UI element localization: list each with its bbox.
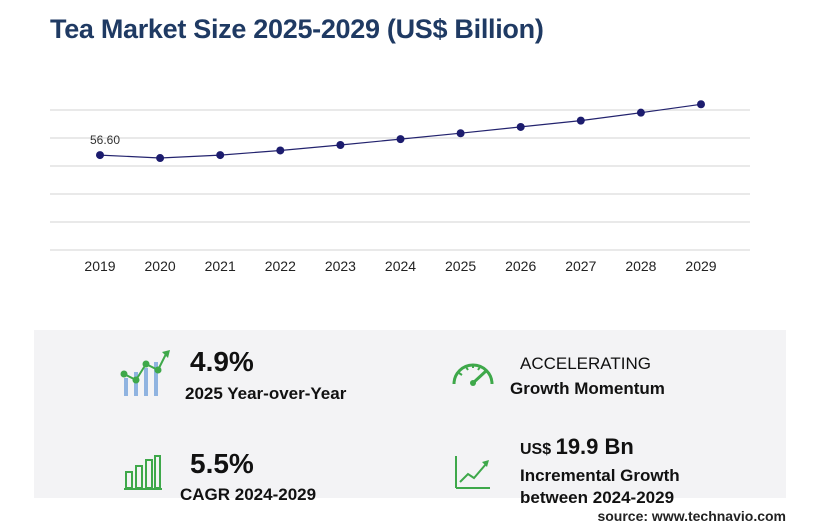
- x-tick-label: 2023: [325, 258, 356, 274]
- bar-line-chart-icon: [120, 350, 170, 396]
- data-point-2024: [396, 135, 405, 144]
- x-tick-label: 2021: [205, 258, 236, 274]
- yoy-label: 2025 Year-over-Year: [185, 384, 347, 403]
- incremental-value: US$ 19.9 Bn: [520, 434, 634, 459]
- data-point-2027: [576, 116, 585, 125]
- data-point-2019: [96, 151, 104, 160]
- incremental-label-line2: between 2024-2029: [520, 488, 675, 507]
- yoy-value: 4.9%: [190, 346, 254, 377]
- x-tick-label: 2027: [565, 258, 596, 274]
- data-point-2022: [276, 146, 285, 155]
- gridlines: [50, 109, 750, 251]
- series-markers: [96, 100, 705, 163]
- source-credit: source: www.technavio.com: [597, 508, 786, 524]
- trend-up-icon: [455, 456, 490, 489]
- incremental-label-line1: Incremental Growth: [520, 466, 680, 485]
- x-tick-label: 2025: [445, 258, 476, 274]
- series-line: [99, 103, 702, 159]
- x-tick-label: 2019: [84, 258, 115, 274]
- x-tick-label: 2029: [685, 258, 716, 274]
- data-point-2023: [336, 141, 345, 149]
- momentum-label: Growth Momentum: [510, 379, 665, 398]
- line-chart: 2019 2020 2021 2022 2023 2024 2025 2026 2027 2028…: [50, 100, 750, 274]
- x-tick-label: 2024: [385, 258, 416, 274]
- x-tick-label: 2022: [265, 258, 296, 274]
- momentum-value: ACCELERATING: [520, 354, 651, 373]
- data-label-2019: 56.60: [90, 133, 120, 147]
- x-tick-label: 2020: [145, 258, 176, 274]
- cagr-value: 5.5%: [190, 448, 254, 479]
- bar-chart-icon: [124, 455, 162, 490]
- data-labels: 56.60: [90, 133, 120, 147]
- x-tick-label: 2026: [505, 258, 536, 274]
- x-tick-label: 2028: [625, 258, 656, 274]
- chart-title: Tea Market Size 2025-2029 (US$ Billion): [50, 14, 544, 44]
- x-tick-labels: 2019 2020 2021 2022 2023 2024 2025 2026 2027 2028…: [84, 258, 716, 274]
- speedometer-icon: [452, 363, 494, 386]
- data-point-2020: [156, 154, 165, 163]
- data-point-2029: [697, 100, 705, 109]
- data-point-2021: [216, 151, 225, 160]
- data-point-2026: [516, 122, 525, 131]
- data-point-2028: [636, 108, 645, 117]
- data-point-2025: [456, 129, 465, 138]
- cagr-label: CAGR 2024-2029: [180, 485, 317, 504]
